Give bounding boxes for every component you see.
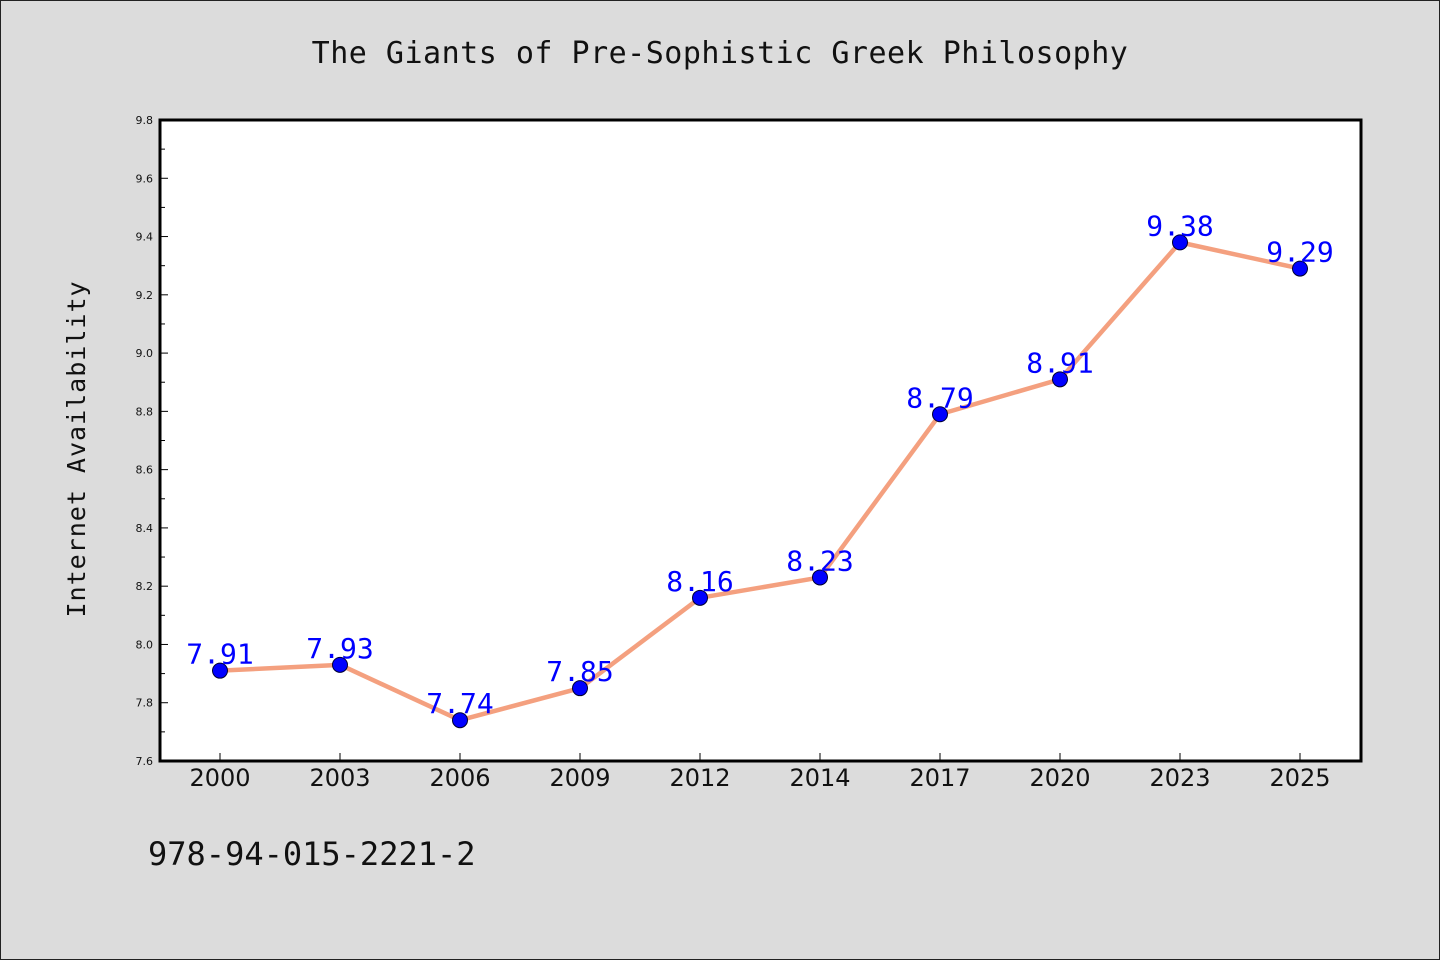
x-tick-label: 2025: [1269, 764, 1330, 792]
data-label: 7.91: [186, 638, 253, 671]
data-point: [1172, 234, 1188, 251]
plot-border: [158, 118, 1363, 763]
data-point: [332, 656, 348, 673]
data-label: 8.91: [1026, 346, 1093, 379]
data-label: 7.93: [306, 632, 373, 665]
data-point: [932, 406, 948, 423]
x-tick-label: 2003: [309, 764, 370, 792]
data-label: 9.29: [1266, 236, 1333, 269]
y-tick-label: 9.0: [136, 347, 154, 360]
data-label: 8.23: [786, 544, 853, 577]
y-tick-label: 9.6: [136, 172, 154, 185]
data-labels-group: 7.91 7.93 7.74 7.85 8.16 8.23 8.79 8.91 9.38 9.29: [186, 209, 1333, 720]
x-tick-label: 2006: [429, 764, 490, 792]
data-point: [572, 680, 588, 697]
x-tick-label: 2014: [789, 764, 850, 792]
data-point: [212, 662, 228, 679]
y-tick-label: 8.8: [136, 405, 154, 418]
data-label: 9.38: [1146, 209, 1213, 242]
y-tick-label: 7.6: [136, 755, 154, 768]
plot-area: [160, 120, 1361, 761]
x-tick-label: 2000: [189, 764, 250, 792]
y-tick-label: 8.0: [136, 638, 154, 651]
x-axis: 2000 2003 2006 2009 2012 2014 2017 2020 2023 2025: [189, 753, 1331, 792]
y-tick-label: 8.6: [136, 464, 154, 477]
data-point: [692, 589, 708, 606]
y-tick-label: 9.8: [136, 114, 154, 127]
x-tick-label: 2009: [549, 764, 610, 792]
y-tick-label: 7.8: [136, 697, 154, 710]
x-tick-label: 2020: [1029, 764, 1090, 792]
data-point: [452, 712, 468, 729]
y-tick-label: 8.4: [136, 522, 154, 535]
series-line-group: [212, 234, 1308, 729]
series-line: [217, 240, 1303, 723]
data-label: 8.16: [666, 565, 733, 598]
data-point: [812, 569, 828, 586]
x-tick-label: 2017: [909, 764, 970, 792]
x-tick-label: 2023: [1149, 764, 1210, 792]
y-axis-label: Internet Availability: [62, 280, 91, 617]
y-tick-label: 9.2: [136, 289, 154, 302]
footer-isbn: 978-94-015-2221-2: [148, 835, 476, 873]
chart-title: The Giants of Pre-Sophistic Greek Philos…: [312, 36, 1129, 71]
data-label: 8.79: [906, 381, 973, 414]
y-tick-label: 9.4: [136, 231, 154, 244]
y-tick-label: 8.2: [136, 580, 154, 593]
data-point: [1292, 260, 1308, 277]
y-axis: 7.6 7.8 8.0 8.2 8.4 8.6 8.8 9.0 9.2 9.4 9.6 9.8: [136, 114, 168, 768]
data-label: 7.74: [426, 687, 493, 720]
x-tick-label: 2012: [669, 764, 730, 792]
data-point: [1052, 371, 1068, 388]
data-label: 7.85: [546, 655, 613, 688]
